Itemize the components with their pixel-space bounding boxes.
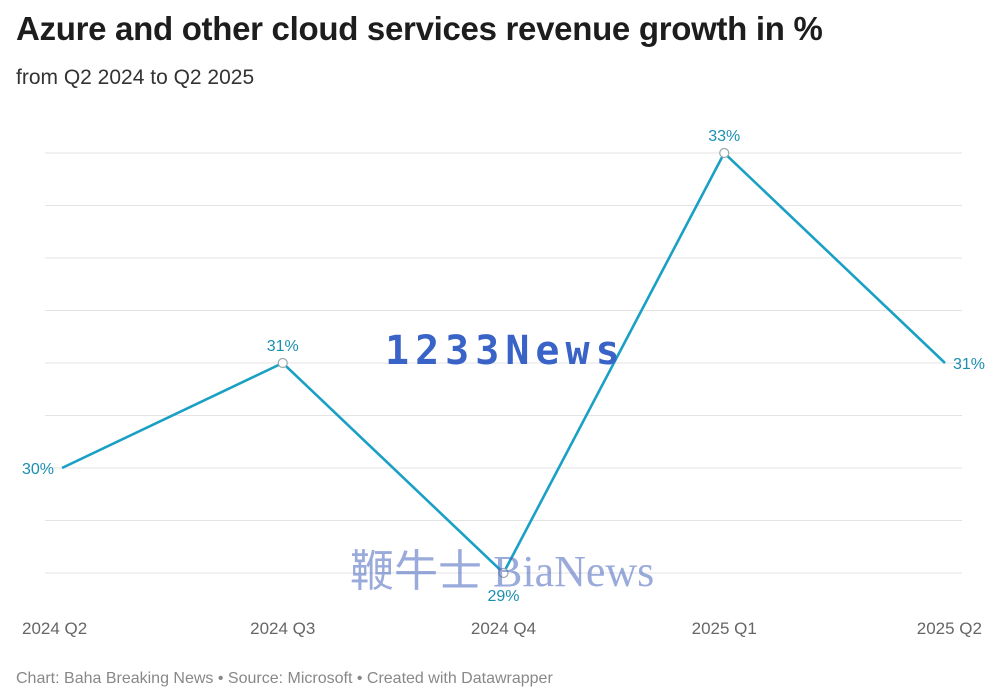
x-tick-label: 2024 Q3 (250, 619, 315, 638)
x-tick-label: 2025 Q1 (692, 619, 757, 638)
data-point (277, 357, 288, 369)
chart-title: Azure and other cloud services revenue g… (16, 10, 823, 47)
data-point (498, 567, 509, 579)
data-label: 29% (487, 588, 519, 605)
data-label: 33% (708, 128, 740, 145)
x-tick-label: 2025 Q2 (917, 619, 982, 638)
x-tick-label: 2024 Q2 (22, 619, 87, 638)
data-label: 30% (22, 461, 54, 478)
data-label: 31% (267, 338, 299, 355)
chart-subtitle: from Q2 2024 to Q2 2025 (16, 66, 255, 89)
watermark-1233news: 1233News (385, 328, 626, 374)
x-tick-label: 2024 Q4 (471, 619, 536, 638)
x-axis-tick-labels: 2024 Q2 2024 Q3 2024 Q4 2025 Q1 2025 Q2 (22, 619, 982, 638)
data-label: 31% (953, 356, 985, 373)
data-points (277, 147, 730, 579)
watermark-bianews: 鞭牛士 BiaNews (350, 547, 655, 596)
data-point (719, 147, 730, 159)
chart-footer: Chart: Baha Breaking News • Source: Micr… (16, 670, 553, 687)
data-labels: 30% 31% 29% 33% 31% (22, 128, 985, 605)
